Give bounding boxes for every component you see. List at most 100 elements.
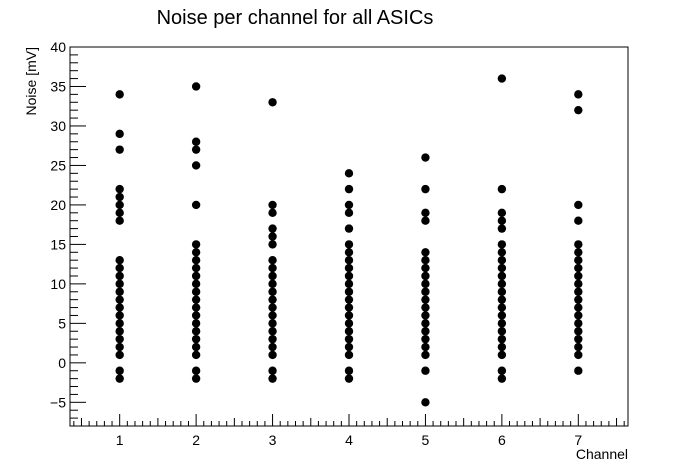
data-point <box>268 271 277 281</box>
data-point <box>497 184 507 194</box>
data-point <box>574 90 583 99</box>
x-tick-label: 1 <box>116 432 124 448</box>
y-tick-label: 0 <box>58 355 66 371</box>
y-tick-label: 10 <box>50 276 66 292</box>
data-point <box>268 311 277 320</box>
data-point <box>421 295 430 304</box>
data-point <box>421 311 430 320</box>
data-point <box>421 334 430 344</box>
data-point <box>191 350 201 360</box>
data-point <box>268 98 277 107</box>
data-point <box>344 350 354 360</box>
data-point <box>344 184 354 194</box>
y-axis-label: Noise [mV] <box>23 47 39 115</box>
data-point <box>115 90 124 99</box>
data-point <box>115 216 124 225</box>
data-point <box>497 311 507 320</box>
x-tick-label: 3 <box>269 432 277 448</box>
data-point <box>344 334 354 344</box>
data-point <box>191 82 201 91</box>
data-point <box>191 271 201 281</box>
data-point <box>344 169 354 178</box>
data-point <box>421 263 430 273</box>
tick-labels: −5 0 5 10 15 20 25 30 35 40 1 2 3 4 5 6 7 <box>50 39 582 448</box>
data-point <box>574 366 583 375</box>
data-point <box>497 240 507 249</box>
data-point <box>115 279 124 289</box>
data-point <box>497 271 507 281</box>
y-tick-label: 40 <box>50 39 66 55</box>
data-point <box>268 224 277 233</box>
data-point <box>268 350 277 360</box>
x-tick-label: 7 <box>574 432 582 448</box>
data-point <box>574 287 583 296</box>
data-point <box>344 311 354 320</box>
data-point <box>574 216 583 225</box>
data-point <box>191 145 201 154</box>
data-point <box>268 334 277 344</box>
data-point <box>574 263 583 273</box>
data-point <box>497 327 507 336</box>
data-point <box>421 255 430 265</box>
data-point <box>115 319 124 328</box>
data-point <box>497 74 507 83</box>
data-point <box>421 184 430 194</box>
data-point <box>574 255 583 265</box>
data-point <box>497 374 507 383</box>
data-point <box>115 192 124 202</box>
data-point <box>115 366 124 375</box>
x-tick-label: 6 <box>498 432 506 448</box>
data-point <box>344 319 354 328</box>
x-tick-label: 5 <box>422 432 430 448</box>
data-point <box>191 295 201 304</box>
data-point <box>574 327 583 336</box>
data-point <box>344 224 354 233</box>
data-point <box>574 240 583 249</box>
x-tick-label: 4 <box>345 432 353 448</box>
data-point <box>115 208 124 218</box>
data-point <box>497 350 507 360</box>
data-point <box>115 129 124 139</box>
data-point <box>344 263 354 273</box>
data-point <box>191 137 201 146</box>
data-point <box>191 366 201 375</box>
data-point <box>191 342 201 352</box>
data-point <box>344 208 354 218</box>
data-point <box>191 248 201 257</box>
data-point <box>574 311 583 320</box>
data-point <box>421 287 430 296</box>
data-point <box>344 374 354 383</box>
data-point <box>115 334 124 344</box>
data-point <box>344 200 354 210</box>
data-point <box>191 319 201 328</box>
data-point <box>191 334 201 344</box>
data-point <box>344 295 354 304</box>
data-point <box>421 398 430 407</box>
data-point <box>268 208 277 218</box>
data-point <box>268 366 277 375</box>
data-point <box>268 263 277 273</box>
data-point <box>344 255 354 265</box>
data-point <box>268 279 277 289</box>
data-point <box>574 271 583 281</box>
x-tick-label: 2 <box>192 432 200 448</box>
data-point <box>574 279 583 289</box>
y-tick-label: 30 <box>50 118 66 134</box>
data-point <box>268 295 277 304</box>
data-point <box>344 240 354 249</box>
data-point <box>115 327 124 336</box>
data-point <box>497 287 507 296</box>
data-point <box>268 319 277 328</box>
data-point <box>421 319 430 328</box>
data-point <box>497 263 507 273</box>
data-point <box>497 224 507 233</box>
data-point <box>115 342 124 352</box>
data-point <box>344 271 354 281</box>
data-point <box>497 248 507 257</box>
data-point <box>191 263 201 273</box>
data-point <box>497 334 507 344</box>
data-point <box>574 334 583 344</box>
data-point <box>191 303 201 312</box>
data-point <box>191 311 201 320</box>
data-point <box>115 295 124 304</box>
